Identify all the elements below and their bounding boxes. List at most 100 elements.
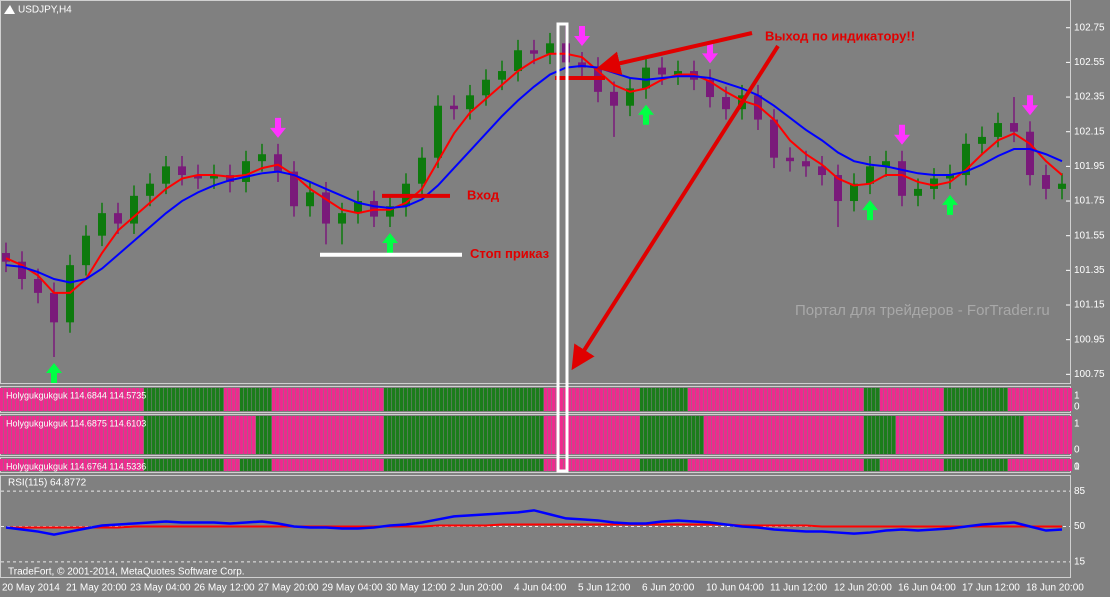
x-tick-label: 23 May 04:00: [130, 583, 191, 594]
x-tick-label: 18 Jun 20:00: [1026, 583, 1084, 594]
y-tick-label: 85: [1074, 486, 1086, 497]
buy-arrow: [942, 194, 958, 215]
rsi-line: [6, 523, 1062, 529]
y-tick-label: 102.75: [1074, 22, 1105, 33]
candle-body: [386, 206, 394, 217]
bar-stripes: [0, 388, 1070, 411]
candle-body: [514, 50, 522, 72]
candle-body: [946, 175, 954, 179]
candle-body: [898, 161, 906, 196]
candle-body: [322, 192, 330, 224]
x-tick-label: 27 May 20:00: [258, 583, 319, 594]
row-label: Holygukgukguk 114.6844 114.5735: [6, 390, 146, 400]
candle-body: [34, 279, 42, 293]
candle-body: [914, 188, 922, 196]
candle-body: [818, 166, 826, 176]
candle-body: [930, 178, 938, 189]
candle-body: [1026, 131, 1034, 176]
x-tick-label: 26 May 12:00: [194, 583, 255, 594]
sell-arrow: [702, 43, 718, 64]
candle-body: [674, 71, 682, 75]
watermark: Портал для трейдеров - ForTrader.ru: [795, 302, 1050, 319]
level-label: Выход по индикатору!!: [765, 28, 915, 43]
moving-average: [5, 52, 1063, 294]
y-tick-label: 101.75: [1074, 196, 1105, 207]
candle-body: [498, 71, 506, 80]
candle-body: [354, 201, 362, 214]
highlight-frame: [556, 22, 569, 473]
candle-body: [866, 166, 874, 184]
candle-body: [418, 157, 426, 184]
row-scale-label: 0: [1074, 462, 1080, 473]
candle-body: [1010, 123, 1018, 132]
candle-body: [706, 79, 714, 98]
row-scale-label: 1: [1074, 391, 1080, 402]
candle-body: [482, 79, 490, 96]
rsi-title: RSI(115) 64.8772: [8, 478, 87, 489]
candle-body: [18, 261, 26, 280]
candle-body: [82, 235, 90, 266]
row-label: Holygukgukguk 114.6875 114.6103: [6, 418, 146, 428]
y-tick-label: 102.35: [1074, 92, 1105, 103]
y-tick-label: 102.55: [1074, 57, 1105, 68]
candle-body: [274, 154, 282, 172]
y-tick-label: 102.15: [1074, 126, 1105, 137]
level-label: Вход: [467, 187, 500, 202]
candle-body: [754, 95, 762, 120]
candle-body: [610, 91, 618, 106]
candle-body: [786, 157, 794, 162]
x-tick-label: 11 Jun 12:00: [770, 583, 828, 594]
annotation-arrow: [571, 44, 780, 371]
x-tick-label: 2 Jun 20:00: [450, 583, 503, 594]
candle-body: [546, 43, 554, 54]
y-tick-label: 100.95: [1074, 334, 1105, 345]
x-tick-label: 17 Jun 12:00: [962, 583, 1020, 594]
chart-title: USDJPY,H4: [18, 5, 72, 16]
sell-arrow: [894, 124, 910, 145]
candle-body: [162, 166, 170, 184]
level-label: Стоп приказ: [470, 246, 550, 261]
buy-arrow: [638, 104, 654, 125]
candle-body: [130, 195, 138, 224]
buy-arrow: [46, 363, 62, 384]
candle-body: [850, 183, 858, 202]
y-tick-label: 101.15: [1074, 300, 1105, 311]
candle-body: [882, 161, 890, 167]
candle-body: [834, 175, 842, 202]
candle-body: [2, 253, 10, 262]
row-scale-label: 0: [1074, 402, 1080, 413]
y-tick-label: 50: [1074, 521, 1086, 532]
x-tick-label: 5 Jun 12:00: [578, 583, 631, 594]
candle-body: [290, 171, 298, 207]
rsi-line: [5, 509, 1063, 536]
bar-stripes: [0, 416, 1070, 454]
candle-body: [306, 192, 314, 207]
sell-arrow: [270, 117, 286, 138]
candle-body: [226, 175, 234, 182]
candle-body: [962, 143, 970, 176]
sell-arrow: [1022, 95, 1038, 116]
x-tick-label: 6 Jun 20:00: [642, 583, 695, 594]
candle-body: [466, 95, 474, 110]
y-tick-label: 15: [1074, 556, 1086, 567]
candle-body: [98, 213, 106, 236]
candle-body: [978, 136, 986, 144]
candle-body: [210, 175, 218, 179]
candle-body: [434, 105, 442, 158]
annotation-arrow: [596, 31, 753, 76]
candle-body: [642, 67, 650, 89]
candle-body: [722, 97, 730, 110]
x-tick-label: 30 May 12:00: [386, 583, 447, 594]
candle-body: [146, 183, 154, 196]
row-scale-label: 1: [1074, 419, 1080, 430]
candle-body: [658, 67, 666, 75]
candle-body: [1058, 183, 1066, 189]
y-tick-label: 101.35: [1074, 265, 1105, 276]
buy-arrow: [862, 200, 878, 221]
row-label: Holygukgukguk 114.6764 114.5336: [6, 461, 146, 471]
title-icon: [4, 5, 15, 14]
candle-body: [450, 105, 458, 110]
x-tick-label: 16 Jun 04:00: [898, 583, 956, 594]
